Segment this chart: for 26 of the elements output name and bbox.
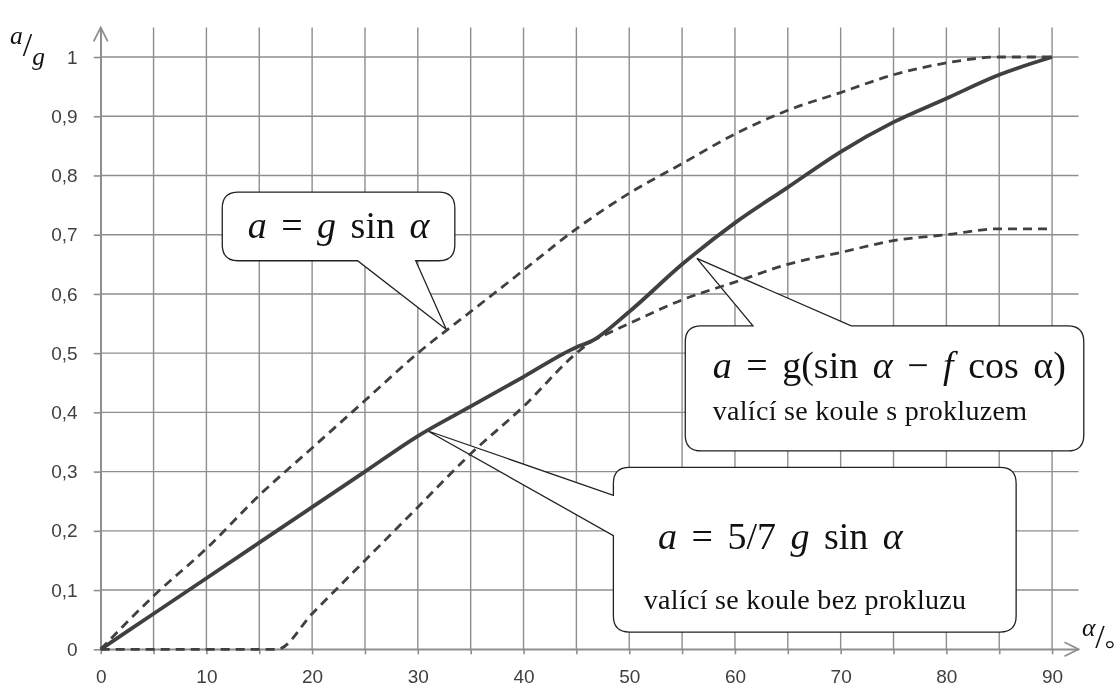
y-tick-label: 1	[67, 46, 78, 68]
x-tick-label: 60	[724, 666, 747, 688]
y-tick-label: 0,7	[51, 224, 78, 246]
y-tick-label: 0,9	[51, 105, 78, 127]
y-tick-label: 0,4	[51, 401, 79, 423]
y-tick-label: 0,2	[51, 520, 78, 542]
y-tick-label: 0,1	[51, 579, 78, 601]
y-tick-label: 0,8	[51, 165, 78, 187]
x-tick-label: 0	[95, 666, 107, 688]
x-tick-label: 80	[936, 666, 958, 688]
annotation: a = g sin α	[247, 204, 431, 247]
x-tick-label: 90	[1042, 666, 1064, 688]
x-tick-label: 70	[830, 666, 852, 688]
x-tick-label: 30	[407, 666, 429, 688]
y-tick-label: 0,6	[51, 283, 78, 305]
x-tick-label: 40	[513, 666, 535, 688]
annotation: a = 5/7 g sin α	[657, 515, 904, 558]
x-tick-label: 20	[302, 666, 324, 688]
y-tick-label: 0	[67, 638, 78, 660]
x-tick-label: 50	[619, 666, 641, 688]
annotation: valící se koule s prokluzem	[712, 394, 1028, 426]
x-tick-label: 10	[196, 666, 218, 688]
annotation: valící se koule bez prokluzu	[643, 584, 967, 616]
y-tick-label: 0,5	[51, 342, 78, 364]
y-tick-label: 0,3	[51, 461, 78, 483]
annotation: a = g(sin α − f cos α)	[712, 343, 1066, 387]
